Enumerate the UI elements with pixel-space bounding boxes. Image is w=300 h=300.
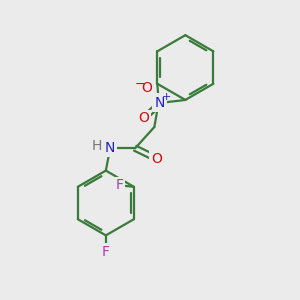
Text: N: N xyxy=(105,141,116,155)
Text: O: O xyxy=(139,111,149,125)
Text: F: F xyxy=(102,244,110,259)
Text: O: O xyxy=(142,81,152,94)
Text: O: O xyxy=(153,95,164,109)
Text: −: − xyxy=(134,78,145,91)
Text: +: + xyxy=(161,92,171,102)
Text: F: F xyxy=(115,178,123,192)
Text: O: O xyxy=(151,152,162,166)
Text: N: N xyxy=(155,96,166,110)
Text: H: H xyxy=(92,139,102,153)
